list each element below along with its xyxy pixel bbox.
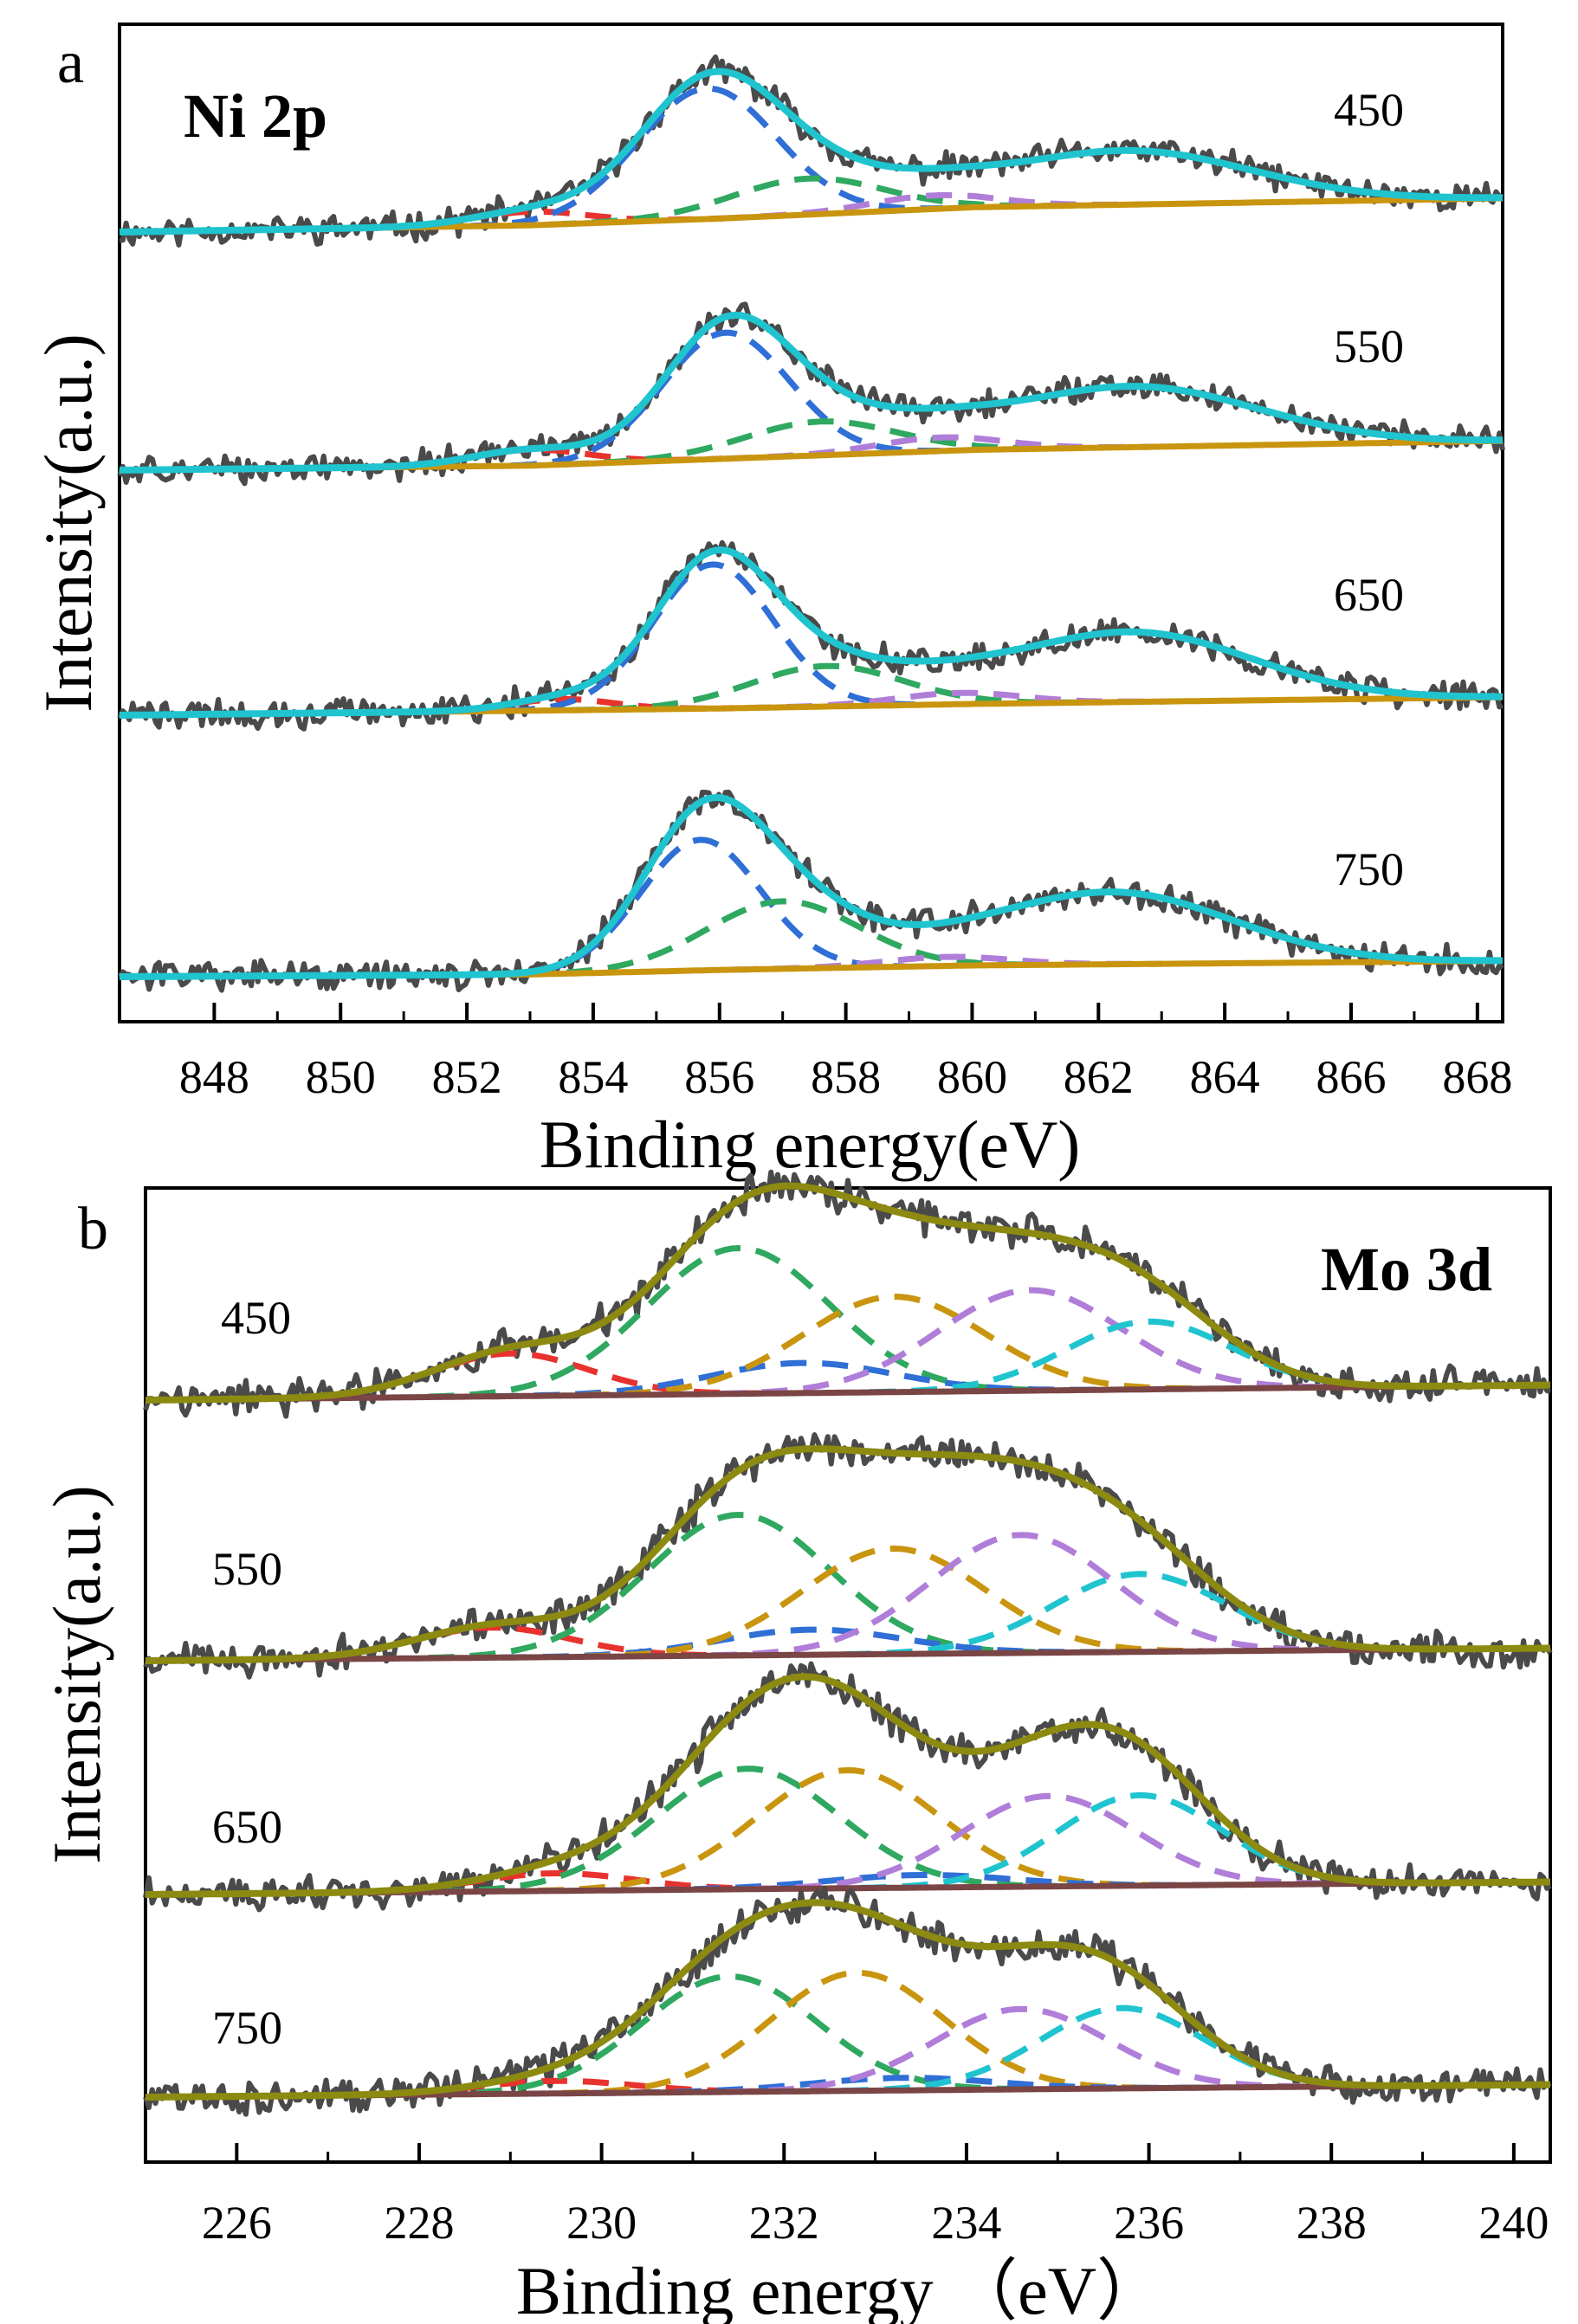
- fit-component-purple: [720, 1287, 1341, 1397]
- panel-title-a: Ni 2p: [184, 81, 327, 151]
- fit-component-purple: [719, 191, 1149, 222]
- fit-component-green: [428, 1244, 1049, 1400]
- panel-mo-3d: 226 228 230 232 234 236 238 240 b Mo 3d Binding…: [39, 1169, 1553, 2324]
- panel-label-a: a: [57, 29, 84, 96]
- plot-frame-a: [118, 23, 1504, 1023]
- fit-component-cyan: [842, 2004, 1401, 2094]
- x-tick-label: 234: [931, 2197, 1001, 2249]
- spectra-b: [143, 1169, 1553, 2117]
- fit-component-purple: [725, 434, 1155, 462]
- series-label-a-650: 650: [1334, 569, 1404, 621]
- series-label-b-550: 550: [212, 1543, 282, 1595]
- series-label-b-750: 750: [212, 2002, 282, 2054]
- fit-component-orange: [583, 1545, 1204, 1660]
- x-ticks-b: 226 228 230 232 234 236 238 240: [202, 2143, 1549, 2249]
- spectrum-750: [143, 1886, 1552, 2117]
- fit-envelope-line: [119, 312, 1504, 474]
- x-tick-label: 858: [811, 1051, 881, 1103]
- x-tick-label: 228: [384, 2197, 454, 2249]
- fit-component-blue: [508, 561, 917, 714]
- y-axis-title-b: Intensity(a.u.): [39, 1485, 114, 1864]
- fit-envelope-line: [145, 1673, 1551, 1898]
- fit-component-green: [569, 662, 1085, 713]
- x-tick-label: 852: [432, 1051, 502, 1103]
- fit-component-blue: [496, 836, 905, 978]
- x-tick-label: 866: [1316, 1051, 1386, 1103]
- fit-envelope-line: [119, 68, 1504, 236]
- x-tick-label: 860: [937, 1051, 1007, 1103]
- spectrum-450: [119, 54, 1504, 248]
- raw-spectrum-line: [143, 1432, 1553, 1680]
- fit-envelope-line: [145, 1182, 1551, 1404]
- x-tick-label: 864: [1190, 1051, 1260, 1103]
- y-axis-title-a: Intensity(a.u.): [30, 333, 106, 713]
- panel-label-b: b: [78, 1196, 108, 1262]
- fit-component-green: [525, 898, 1041, 978]
- spectrum-650: [117, 539, 1504, 732]
- fit-component-green: [437, 1766, 1058, 1895]
- spectrum-550: [117, 301, 1505, 487]
- panel-ni-2p: 848 850 852 854 856 858 860 862 864 866 868 a Ni 2…: [30, 23, 1512, 1182]
- background-line: [146, 1382, 1550, 1404]
- x-tick-label: 230: [566, 2197, 637, 2249]
- x-tick-label: 236: [1114, 2197, 1184, 2249]
- raw-spectrum-line: [117, 539, 1504, 732]
- spectrum-750: [117, 790, 1504, 993]
- x-tick-label: 232: [749, 2197, 819, 2249]
- spectrum-650: [143, 1661, 1552, 1913]
- fit-envelope-line: [145, 1445, 1551, 1664]
- background-line: [146, 1645, 1550, 1664]
- x-tick-label: 848: [179, 1051, 249, 1103]
- fit-component-orange: [583, 1293, 1204, 1398]
- fit-component-orange: [562, 1969, 1152, 2096]
- fit-envelope-line: [119, 546, 1504, 719]
- x-tick-label: 850: [306, 1051, 376, 1103]
- fit-component-blue: [510, 329, 941, 469]
- fit-component-orange: [537, 1766, 1159, 1894]
- fit-component-cyan: [870, 1318, 1428, 1396]
- fit-component-purple: [744, 689, 1174, 712]
- series-label-a-750: 750: [1334, 843, 1404, 895]
- raw-spectrum-line: [143, 1661, 1552, 1913]
- spectrum-550: [143, 1432, 1553, 1680]
- spectra-a: [117, 54, 1505, 993]
- series-label-b-450: 450: [221, 1292, 291, 1344]
- plot-frame-b: [144, 1186, 1552, 2164]
- series-label-b-650: 650: [212, 1801, 282, 1853]
- x-tick-label: 868: [1442, 1051, 1512, 1103]
- fit-component-purple: [753, 1792, 1343, 1892]
- fit-component-purple: [726, 2005, 1316, 2095]
- x-axis-title-b: Binding energy （eV）: [516, 2253, 1164, 2324]
- x-tick-label: 854: [558, 1051, 628, 1103]
- fit-component-green: [434, 1973, 1025, 2098]
- x-tick-label: 240: [1478, 2197, 1549, 2249]
- x-tick-label: 226: [202, 2197, 272, 2249]
- x-tick-label: 856: [684, 1051, 754, 1103]
- raw-spectrum-line: [117, 790, 1504, 993]
- fit-component-green: [428, 1511, 1049, 1662]
- x-axis-title-a: Binding energy(eV): [540, 1107, 1081, 1182]
- spectrum-450: [143, 1169, 1551, 1419]
- panel-title-b: Mo 3d: [1321, 1235, 1492, 1304]
- x-tick-label: 238: [1297, 2197, 1367, 2249]
- x-tick-label: 862: [1064, 1051, 1134, 1103]
- fit-component-purple: [732, 953, 1162, 973]
- series-label-a-450: 450: [1334, 84, 1404, 136]
- series-label-a-550: 550: [1334, 320, 1404, 372]
- fit-envelope-line: [119, 794, 1504, 980]
- fit-component-purple: [710, 1532, 1332, 1659]
- x-ticks-a: 848 850 852 854 856 858 860 862 864 866 868: [179, 1003, 1512, 1103]
- fit-envelope-line: [145, 1899, 1551, 2101]
